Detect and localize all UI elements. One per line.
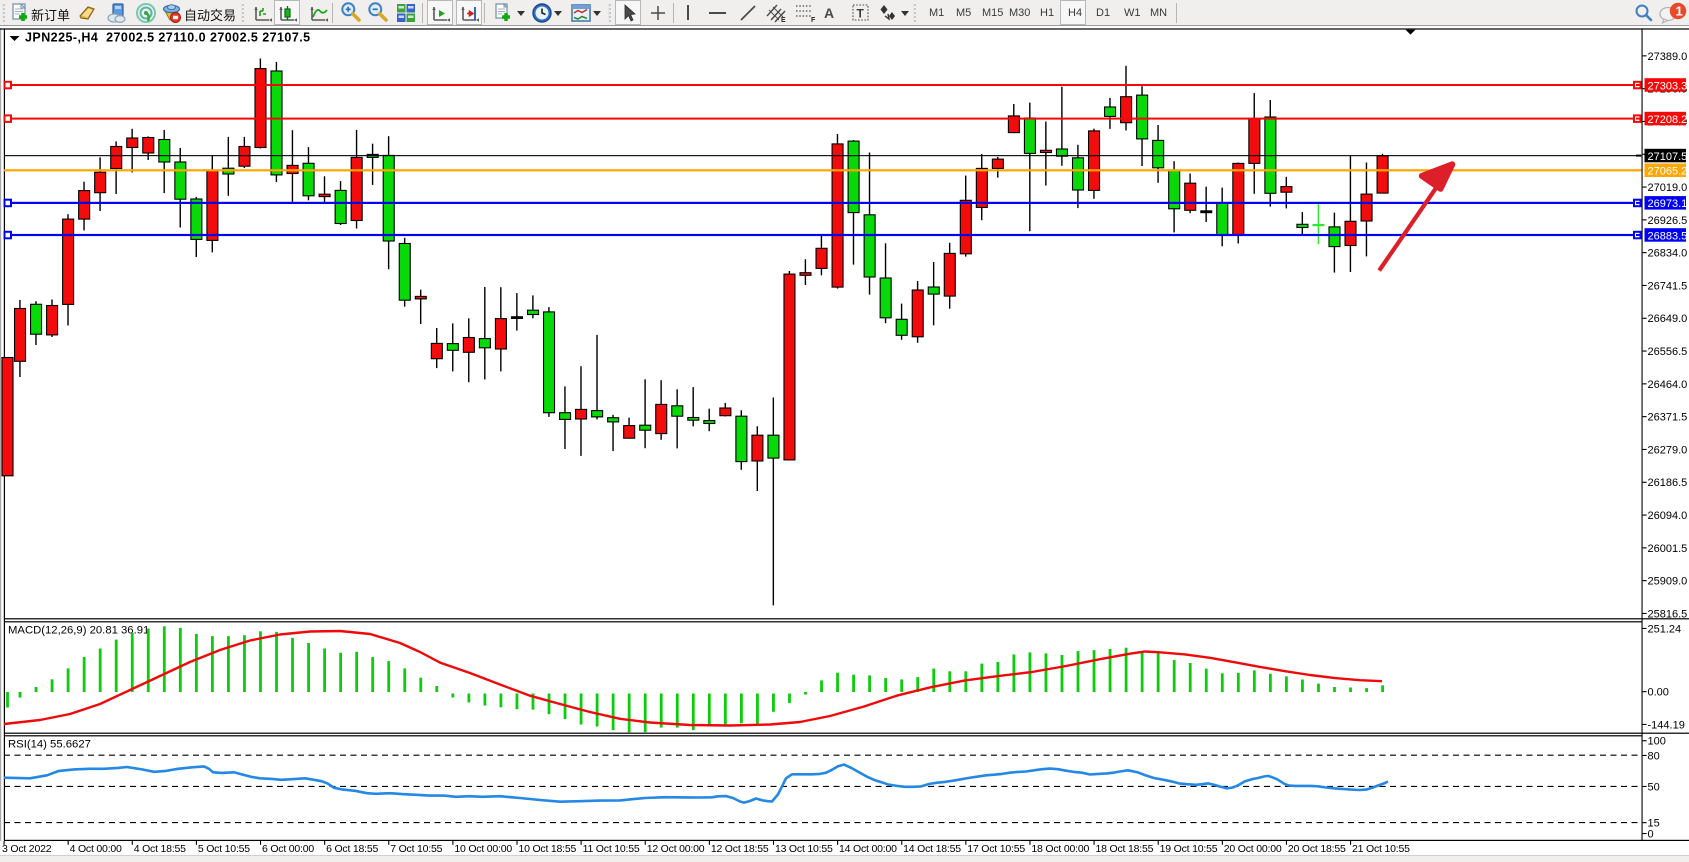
svg-text:26649.0: 26649.0: [1648, 313, 1688, 325]
svg-text:6 Oct 18:55: 6 Oct 18:55: [326, 843, 378, 855]
svg-text:26834.0: 26834.0: [1648, 248, 1688, 260]
svg-text:5 Oct 10:55: 5 Oct 10:55: [198, 843, 250, 855]
svg-text:27389.0: 27389.0: [1648, 51, 1688, 63]
svg-text:26741.5: 26741.5: [1648, 280, 1688, 292]
svg-text:12 Oct 18:55: 12 Oct 18:55: [711, 843, 769, 855]
svg-text:19 Oct 10:55: 19 Oct 10:55: [1160, 843, 1218, 855]
svg-text:27107.5: 27107.5: [1648, 151, 1688, 163]
svg-text:1: 1: [1676, 4, 1683, 19]
svg-text:80: 80: [1648, 750, 1660, 762]
svg-text:10 Oct 00:00: 10 Oct 00:00: [454, 843, 512, 855]
svg-text:18 Oct 18:55: 18 Oct 18:55: [1096, 843, 1154, 855]
svg-text:14 Oct 18:55: 14 Oct 18:55: [903, 843, 961, 855]
svg-text:26186.5: 26186.5: [1648, 477, 1688, 489]
svg-text:17 Oct 10:55: 17 Oct 10:55: [967, 843, 1025, 855]
svg-text:7 Oct 10:55: 7 Oct 10:55: [390, 843, 442, 855]
svg-text:4 Oct 00:00: 4 Oct 00:00: [70, 843, 122, 855]
svg-text:F: F: [811, 17, 816, 24]
svg-text:26279.0: 26279.0: [1648, 444, 1688, 456]
svg-text:13 Oct 10:55: 13 Oct 10:55: [775, 843, 833, 855]
svg-text:20 Oct 18:55: 20 Oct 18:55: [1288, 843, 1346, 855]
svg-text:15: 15: [1648, 818, 1660, 830]
svg-text:100: 100: [1648, 736, 1666, 748]
svg-text:10 Oct 18:55: 10 Oct 18:55: [518, 843, 576, 855]
svg-text:12 Oct 00:00: 12 Oct 00:00: [647, 843, 705, 855]
svg-text:20 Oct 00:00: 20 Oct 00:00: [1224, 843, 1282, 855]
svg-text:27019.0: 27019.0: [1648, 182, 1688, 194]
svg-text:25816.5: 25816.5: [1648, 608, 1688, 620]
svg-text:11 Oct 10:55: 11 Oct 10:55: [583, 843, 640, 855]
svg-text:0: 0: [1648, 829, 1654, 841]
svg-text:T: T: [857, 7, 865, 21]
svg-text:-144.19: -144.19: [1648, 719, 1685, 731]
svg-text:RSI(14) 55.6627: RSI(14) 55.6627: [8, 739, 91, 751]
svg-text:3 Oct 2022: 3 Oct 2022: [2, 843, 52, 855]
svg-text:26464.0: 26464.0: [1648, 379, 1688, 391]
svg-text:26883.5: 26883.5: [1648, 230, 1688, 242]
svg-text:26973.1: 26973.1: [1648, 198, 1688, 210]
svg-text:27208.2: 27208.2: [1648, 114, 1688, 126]
svg-text:21 Oct 10:55: 21 Oct 10:55: [1352, 843, 1410, 855]
svg-text:26556.5: 26556.5: [1648, 346, 1688, 358]
svg-text:27065.2: 27065.2: [1648, 166, 1688, 178]
svg-text:27303.3: 27303.3: [1648, 80, 1688, 92]
svg-text:14 Oct 00:00: 14 Oct 00:00: [839, 843, 897, 855]
svg-text:0.00: 0.00: [1648, 687, 1669, 699]
svg-text:26001.5: 26001.5: [1648, 543, 1688, 555]
svg-text:JPN225-,H4 27002.5 27110.0 27: JPN225-,H4 27002.5 27110.0 27002.5 27107…: [25, 31, 311, 45]
svg-text:4 Oct 18:55: 4 Oct 18:55: [134, 843, 186, 855]
svg-text:18 Oct 00:00: 18 Oct 00:00: [1031, 843, 1089, 855]
svg-text:25909.0: 25909.0: [1648, 576, 1688, 588]
svg-text:6 Oct 00:00: 6 Oct 00:00: [262, 843, 314, 855]
svg-text:26926.5: 26926.5: [1648, 215, 1688, 227]
svg-text:MACD(12,26,9) 20.81 36.91: MACD(12,26,9) 20.81 36.91: [8, 625, 149, 637]
svg-text:26094.0: 26094.0: [1648, 510, 1688, 522]
svg-text:E: E: [781, 17, 786, 24]
svg-text:26371.5: 26371.5: [1648, 412, 1688, 424]
svg-text:251.24: 251.24: [1648, 623, 1682, 635]
svg-text:50: 50: [1648, 781, 1660, 793]
